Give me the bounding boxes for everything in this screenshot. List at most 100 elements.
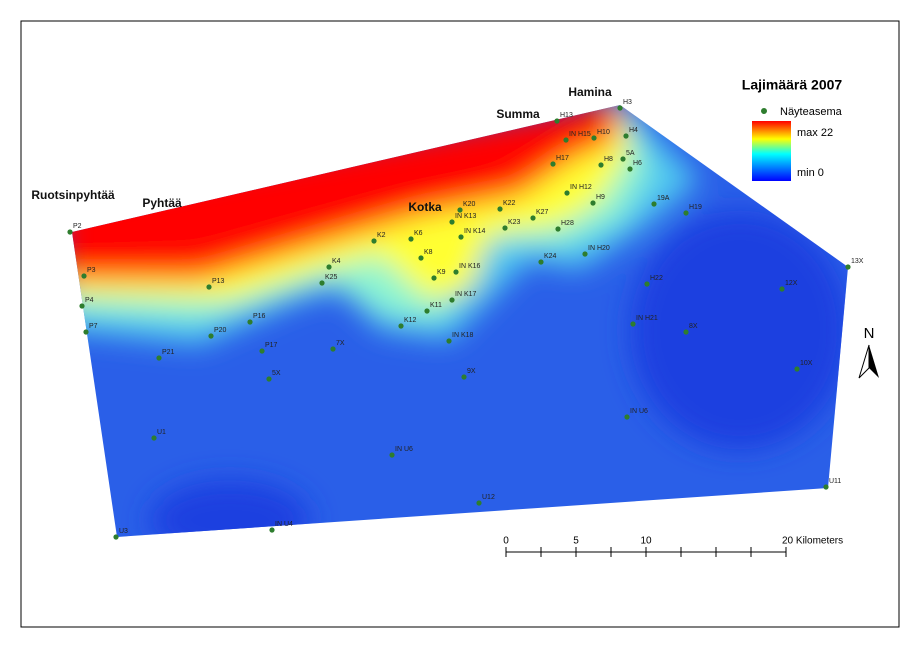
station-label: K11 xyxy=(430,302,442,309)
north-label: N xyxy=(864,325,875,342)
station xyxy=(266,376,272,382)
station-label: IN U6 xyxy=(630,408,648,415)
station xyxy=(794,366,800,372)
station xyxy=(418,255,424,261)
station xyxy=(779,286,785,292)
station xyxy=(319,280,325,286)
station xyxy=(530,215,536,221)
station xyxy=(502,225,508,231)
station xyxy=(620,156,626,162)
station xyxy=(269,527,275,533)
station-label: 9X xyxy=(467,368,476,375)
station-label: H4 xyxy=(629,127,638,134)
stations: H13 IN H15 H10 H3 H4 5A H6 H8 H17 IN H12 H9 19A H19 K… xyxy=(67,99,864,540)
station xyxy=(617,105,623,111)
station xyxy=(458,234,464,240)
station-label: IN K13 xyxy=(455,213,477,220)
station-label: K20 xyxy=(463,201,476,208)
station-label: IN K14 xyxy=(464,228,486,235)
scale-label: 20 Kilometers xyxy=(782,536,843,547)
station-label: H3 xyxy=(623,99,632,106)
station-label: U3 xyxy=(119,528,128,535)
station xyxy=(457,207,463,213)
station-label: 8X xyxy=(689,323,698,330)
place-label: Ruotsinpyhtää xyxy=(31,188,115,202)
station xyxy=(330,346,336,352)
station xyxy=(389,452,395,458)
station xyxy=(624,414,630,420)
station-label: IN U4 xyxy=(275,521,293,528)
station-label: 19A xyxy=(657,195,670,202)
north-arrow: N xyxy=(858,325,879,379)
station xyxy=(644,281,650,287)
station-label: IN K17 xyxy=(455,291,477,298)
station xyxy=(683,329,689,335)
station xyxy=(113,534,119,540)
station xyxy=(453,269,459,275)
station xyxy=(156,355,162,361)
station-label: IN H12 xyxy=(570,184,592,191)
station-label: H28 xyxy=(561,220,574,227)
scale-bar: 0 5 10 20 Kilometers xyxy=(503,536,843,557)
station-label: K9 xyxy=(437,269,446,276)
legend-dot xyxy=(761,108,767,114)
station-label: H8 xyxy=(604,156,613,163)
station-label: K6 xyxy=(414,230,423,237)
station xyxy=(623,133,629,139)
station-label: P7 xyxy=(89,323,98,330)
station-label: K8 xyxy=(424,249,433,256)
station-label: K25 xyxy=(325,274,338,281)
station-label: K24 xyxy=(544,253,557,260)
station xyxy=(83,329,89,335)
station xyxy=(630,321,636,327)
station-label: P21 xyxy=(162,349,175,356)
legend-station: Näyteasema xyxy=(780,106,843,118)
station xyxy=(81,273,87,279)
station-label: IN U6 xyxy=(395,446,413,453)
station-label: 10X xyxy=(800,360,813,367)
station-label: P20 xyxy=(214,327,227,334)
station xyxy=(449,297,455,303)
station-label: U11 xyxy=(829,478,841,485)
legend-min: min 0 xyxy=(797,167,824,179)
station-label: K23 xyxy=(508,219,521,226)
station xyxy=(564,190,570,196)
station xyxy=(326,264,332,270)
station-label: H22 xyxy=(650,275,663,282)
station-label: IN K16 xyxy=(459,263,481,270)
station xyxy=(461,374,467,380)
station-label: K22 xyxy=(503,200,516,207)
station-label: 7X xyxy=(336,340,345,347)
station-label: U12 xyxy=(482,494,495,501)
places: Ruotsinpyhtää Pyhtää Kotka Summa Hamina xyxy=(31,85,612,214)
station xyxy=(259,348,265,354)
station-label: K2 xyxy=(377,232,386,239)
station-label: IN H21 xyxy=(636,315,658,322)
station xyxy=(408,236,414,242)
station-label: P16 xyxy=(253,313,266,320)
station-label: P4 xyxy=(85,297,94,304)
station-label: 12X xyxy=(785,280,798,287)
station-label: 5A xyxy=(626,150,635,157)
surface xyxy=(72,105,848,537)
station xyxy=(845,264,851,270)
station-label: P3 xyxy=(87,267,96,274)
legend-title: Lajimäärä 2007 xyxy=(742,77,843,93)
station-label: P17 xyxy=(265,342,278,349)
station xyxy=(151,435,157,441)
station xyxy=(582,251,588,257)
station xyxy=(555,226,561,232)
scale-label: 0 xyxy=(503,536,509,547)
station-label: P13 xyxy=(212,278,225,285)
station-label: K4 xyxy=(332,258,341,265)
station xyxy=(208,333,214,339)
station-label: H17 xyxy=(556,155,569,162)
station-label: H9 xyxy=(596,194,605,201)
station xyxy=(651,201,657,207)
station xyxy=(554,118,560,124)
station-label: IN H15 xyxy=(569,131,591,138)
place-label: Kotka xyxy=(408,200,442,214)
station xyxy=(247,319,253,325)
station xyxy=(206,284,212,290)
station xyxy=(590,200,596,206)
